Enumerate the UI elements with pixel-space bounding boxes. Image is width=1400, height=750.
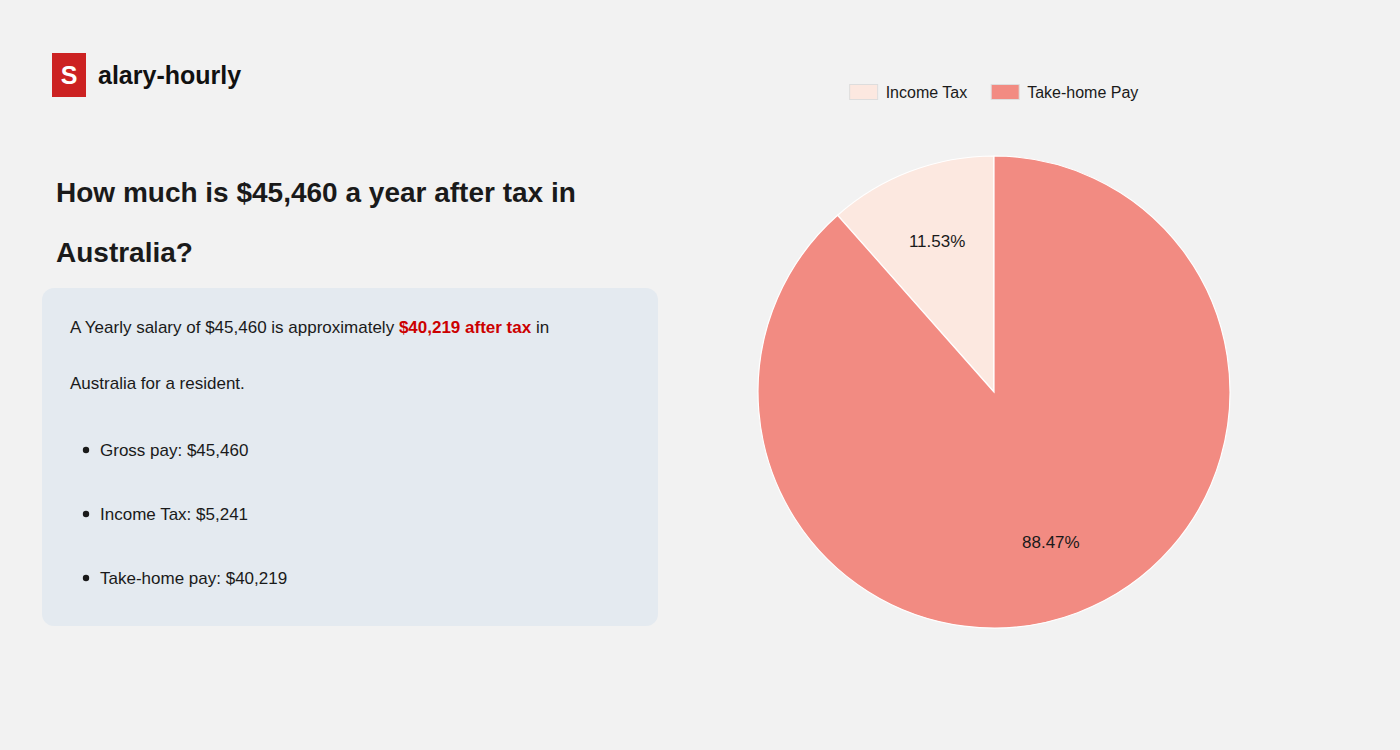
text-run: Australia for a resident. [70,374,245,393]
bullet-text: Gross pay: $45,460 [100,441,248,460]
data-label: 11.53% [909,232,965,251]
logo-box [52,53,86,97]
text-run: A Yearly salary of $45,460 is approximat… [70,318,399,337]
info-box [42,288,658,626]
legend-label: Income Tax [886,84,968,101]
page: {"chart_data": { "type": "pie", "title":… [0,0,1400,750]
pie-labels: 11.53% 88.47% [909,232,1080,551]
text-run: Income Tax: $5,241 [100,505,248,524]
legend: Income Tax Take-home Pay [850,84,1139,101]
legend-swatch [850,85,878,100]
text-run: in [531,318,549,337]
data-label: 88.47% [1022,533,1080,552]
highlight-text: $40,219 after tax [399,318,532,337]
chart-svg: How much is $45,460 a year after tax in A… [0,0,1400,750]
text-run: Gross pay: $45,460 [100,441,248,460]
bullet-dot [83,511,89,517]
bullet-dot [83,575,89,581]
text-run: Take-home pay: $40,219 [100,569,287,588]
legend-label: Take-home Pay [1027,84,1138,101]
background [0,0,1400,750]
description: A Yearly salary of $45,460 is approximat… [70,318,549,337]
bullet-text: Income Tax: $5,241 [100,505,248,524]
pie-slice [758,156,1230,628]
legend-swatch [991,85,1019,100]
bullet-dot [83,447,89,453]
description: Australia for a resident. [70,374,245,393]
logo-letter: S [61,61,78,89]
pie [758,156,1230,628]
heading: Australia? [56,237,193,268]
bullet-text: Take-home pay: $40,219 [100,569,287,588]
logo-text: alary-hourly [98,61,241,89]
chart-root: How much is $45,460 a year after tax in A… [0,0,1400,750]
heading: How much is $45,460 a year after tax in [56,177,576,208]
